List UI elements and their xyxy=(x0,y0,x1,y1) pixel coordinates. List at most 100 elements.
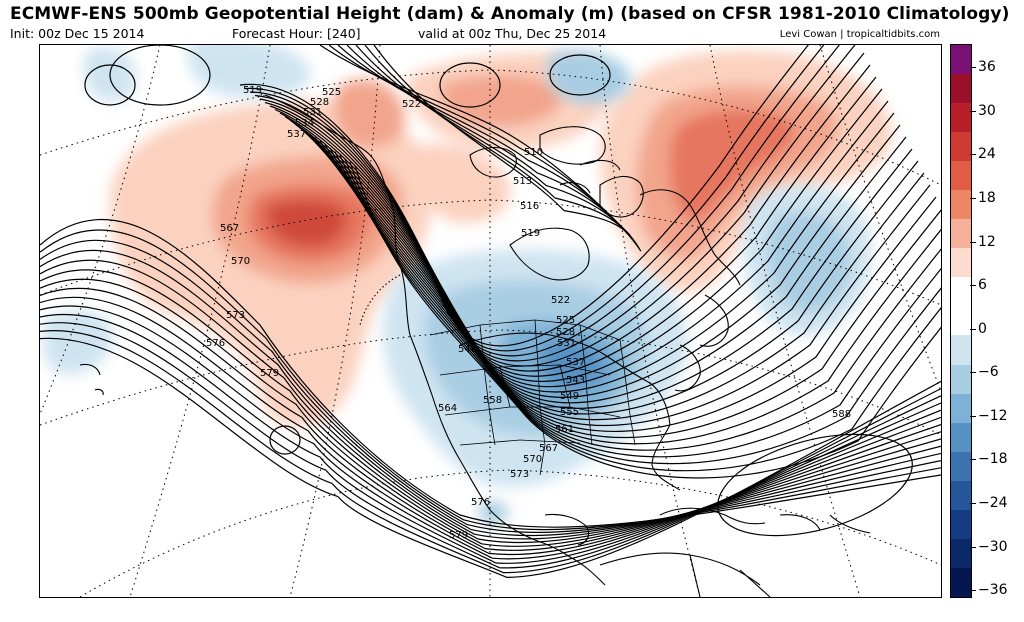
colorbar-tick xyxy=(970,546,976,548)
contour-label: 549 xyxy=(560,391,579,402)
colorbar-tick xyxy=(970,285,976,287)
colorbar-segment xyxy=(951,45,971,75)
height-contour xyxy=(279,100,889,388)
colorbar-label: 24 xyxy=(978,146,996,163)
coastlines xyxy=(79,94,871,597)
contour-label: 573 xyxy=(226,310,245,321)
height-contour xyxy=(249,45,840,357)
height-contour xyxy=(294,123,907,404)
contour-label: 543 xyxy=(566,375,585,386)
height-contour xyxy=(239,45,809,347)
colorbar-segment xyxy=(951,248,971,278)
colorbar-segment xyxy=(951,509,971,539)
contour-labels: 519 525 528 531 534 537 522 510 513 516 … xyxy=(206,85,851,541)
contour-label: 531 xyxy=(557,338,576,349)
map-title: ECMWF-ENS 500mb Geopotential Height (dam… xyxy=(10,4,1010,24)
contour-label: 558 xyxy=(483,395,502,406)
height-contour xyxy=(309,133,925,421)
colorbar-label: 30 xyxy=(978,102,996,119)
colorbar-segment xyxy=(951,422,971,452)
colorbar-label: −30 xyxy=(978,538,1008,555)
height-contour xyxy=(329,147,941,445)
colorbar-segment xyxy=(951,567,971,597)
height-contour xyxy=(40,337,941,579)
colorbar-segment xyxy=(951,219,971,249)
contour-label: 564 xyxy=(438,403,457,414)
contour-label: 573 xyxy=(510,469,529,480)
contour-label: 513 xyxy=(513,176,532,187)
height-contour xyxy=(344,158,941,465)
colorbar-label: 6 xyxy=(978,277,987,294)
height-contour xyxy=(289,119,901,398)
contour-label: 519 xyxy=(521,228,540,239)
colorbar-segment xyxy=(951,393,971,423)
height-contour xyxy=(324,144,941,439)
colorbar-tick xyxy=(970,154,976,156)
colorbar-segment xyxy=(951,132,971,162)
height-contour xyxy=(334,151,941,451)
height-contour xyxy=(284,112,895,393)
contour-label: 570 xyxy=(231,256,250,267)
height-contour xyxy=(364,45,640,249)
contour-label: 579 xyxy=(260,368,279,379)
contour-label: 522 xyxy=(551,295,570,306)
height-contour xyxy=(254,45,856,362)
forecast-hour: Forecast Hour: [240] xyxy=(232,26,361,41)
contour-label: 531 xyxy=(303,107,322,118)
height-contour xyxy=(339,154,941,458)
colorbar-tick xyxy=(970,110,976,112)
colorbar-segment xyxy=(951,335,971,365)
colorbar-label: −6 xyxy=(978,364,999,381)
contour-label: 561 xyxy=(555,424,574,435)
map-canvas: 519 525 528 531 534 537 522 510 513 516 … xyxy=(40,45,941,597)
colorbar-tick xyxy=(970,328,976,330)
height-contour xyxy=(346,45,636,244)
contour-label: 567 xyxy=(220,223,239,234)
map-panel: 519 525 528 531 534 537 522 510 513 516 … xyxy=(39,44,942,598)
contour-label: 528 xyxy=(556,327,575,338)
contour-label: 510 xyxy=(524,147,543,158)
colorbar-label: 18 xyxy=(978,189,996,206)
colorbar-label: −24 xyxy=(978,495,1008,512)
colorbar-tick xyxy=(970,197,976,199)
colorbar-label: 0 xyxy=(978,320,987,337)
height-contour xyxy=(264,64,871,372)
colorbar-tick xyxy=(970,415,976,417)
contour-label: 525 xyxy=(556,315,575,326)
contour-label: 579 xyxy=(449,530,468,541)
colorbar-segment xyxy=(951,103,971,133)
colorbar-tick xyxy=(970,503,976,505)
height-contours xyxy=(40,45,941,579)
colorbar-tick xyxy=(970,372,976,374)
height-contour xyxy=(349,161,941,472)
height-contour xyxy=(355,45,638,247)
height-contour xyxy=(274,88,883,382)
contour-label: 567 xyxy=(539,443,558,454)
contour-label: 534 xyxy=(295,118,314,129)
contour-label: 528 xyxy=(310,97,329,108)
colorbar xyxy=(950,44,972,598)
colorbar-label: 36 xyxy=(978,59,996,76)
closed-contours xyxy=(84,45,913,537)
contour-label: 570 xyxy=(523,454,542,465)
height-contour xyxy=(304,130,919,415)
colorbar-segment xyxy=(951,161,971,191)
credit-text: Levi Cowan | tropicaltidbits.com xyxy=(779,29,940,40)
colorbar-segment xyxy=(951,480,971,510)
init-time: Init: 00z Dec 15 2014 xyxy=(10,26,145,41)
colorbar-segment xyxy=(951,190,971,220)
contour-label: 546 xyxy=(458,344,477,355)
colorbar-label: −18 xyxy=(978,451,1008,468)
contour-label: 537 xyxy=(566,357,585,368)
colorbar-tick xyxy=(970,590,976,592)
contour-label: 588 xyxy=(832,409,851,420)
colorbar-tick xyxy=(970,67,976,69)
colorbar-segment xyxy=(951,538,971,568)
contour-label: 522 xyxy=(402,99,421,110)
contour-label: 516 xyxy=(520,201,539,212)
colorbar-segment xyxy=(951,364,971,394)
colorbar-segment xyxy=(951,74,971,104)
height-contour xyxy=(244,45,825,352)
colorbar-label: −12 xyxy=(978,407,1008,424)
height-contour xyxy=(269,76,877,377)
